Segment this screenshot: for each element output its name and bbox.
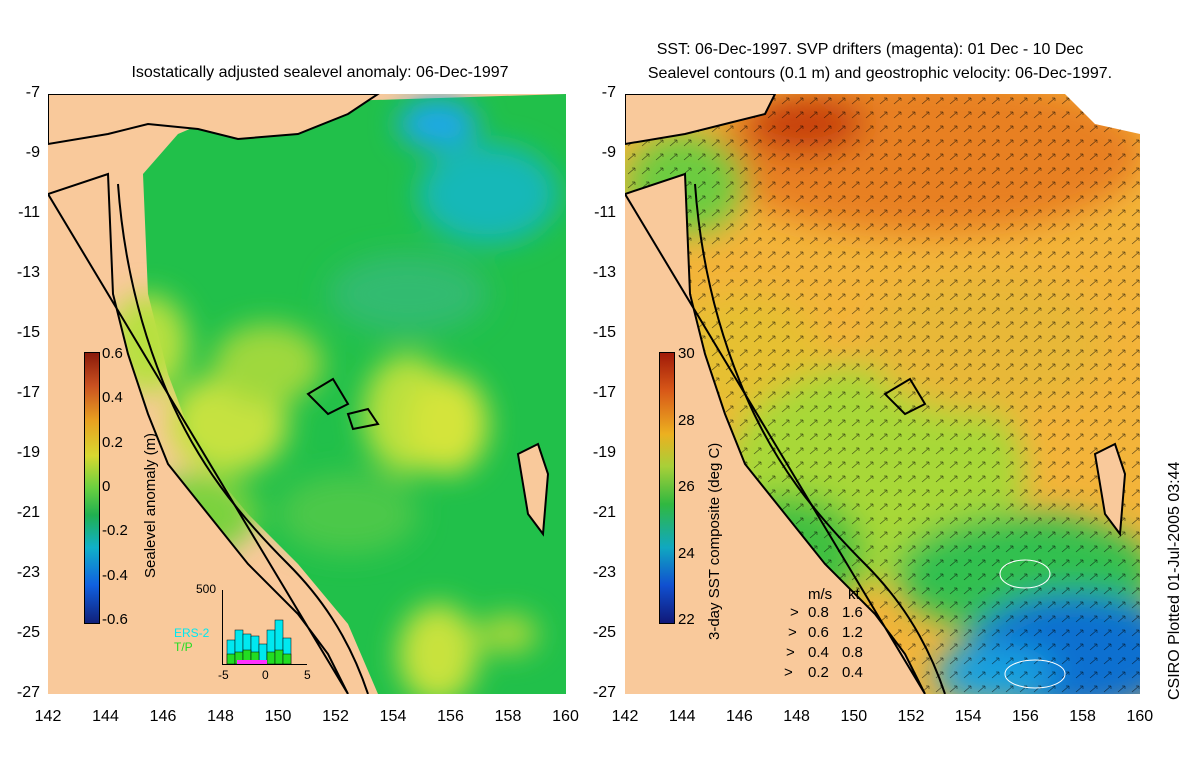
colorbar-tick-label: 0 [102, 478, 111, 495]
axis-tick-label: 160 [552, 708, 579, 725]
colorbar-tick-label: 28 [678, 411, 695, 429]
axis-tick-label: -15 [16, 324, 40, 341]
velocity-arrow-icon: > [786, 644, 795, 661]
axis-tick-label: 142 [34, 708, 62, 725]
colorbar-tick-label: -0.2 [102, 522, 128, 540]
histogram-xtick: 0 [262, 668, 269, 682]
colorbar-tick-label: 0.6 [102, 345, 123, 362]
velocity-legend-kt: 1.6 [842, 604, 863, 621]
axis-tick-label: 144 [92, 708, 119, 725]
sealevel-anomaly-map [48, 94, 566, 694]
axis-tick-label: 148 [783, 708, 810, 725]
axis-tick-label: 156 [437, 708, 464, 725]
axis-tick-label: -27 [16, 684, 40, 701]
axis-tick-label: 148 [207, 708, 234, 725]
axis-tick-label: 152 [897, 708, 925, 725]
velocity-legend-kt: 1.2 [842, 624, 863, 641]
axis-tick-label: -15 [592, 324, 616, 341]
velocity-legend-kt-header: kt [848, 586, 860, 603]
plot-credit: CSIRO Plotted 01-Jul-2005 03:44 [1166, 461, 1183, 700]
velocity-legend-kt: 0.8 [842, 644, 863, 661]
sealevel-anomaly-field [48, 94, 566, 694]
axis-tick-label: 158 [1069, 708, 1096, 725]
axis-tick-label: -9 [25, 144, 40, 161]
axis-tick-label: -19 [592, 444, 616, 461]
axis-tick-label: -17 [16, 384, 40, 401]
velocity-legend-ms: 0.2 [808, 664, 829, 681]
sst-colorbar [659, 352, 675, 624]
colorbar-tick-label: 30 [678, 345, 695, 362]
colorbar-tick-label: 26 [678, 478, 695, 495]
axis-tick-label: -17 [592, 384, 616, 401]
sealevel-colorbar [84, 352, 100, 624]
axis-tick-label: -21 [592, 504, 616, 521]
axis-tick-label: 152 [322, 708, 349, 725]
axis-tick-label: 146 [726, 708, 753, 725]
axis-tick-label: -7 [601, 84, 616, 101]
velocity-arrow-icon: > [788, 624, 797, 641]
axis-tick-label: -19 [16, 444, 40, 461]
velocity-legend-kt: 0.4 [842, 664, 863, 681]
axis-tick-label: -11 [18, 204, 40, 221]
sealevel-colorbar-label: Sealevel anomaly (m) [142, 432, 159, 578]
colorbar-tick-label: 24 [678, 544, 695, 562]
axis-tick-label: -7 [25, 84, 40, 101]
velocity-arrow-icon: > [784, 664, 793, 681]
track-histogram-bars [226, 619, 292, 665]
histogram-xtick: -5 [218, 668, 229, 682]
axis-tick-label: -25 [592, 624, 616, 641]
axis-tick-label: 160 [1126, 708, 1154, 725]
track-histogram [222, 590, 307, 665]
axis-tick-label: -13 [16, 264, 40, 281]
colorbar-tick-label: 0.4 [102, 389, 123, 407]
axis-tick-label: -9 [601, 144, 616, 161]
axis-tick-label: 150 [840, 708, 868, 725]
axis-tick-label: -11 [594, 204, 616, 221]
velocity-legend-ms: 0.8 [808, 604, 829, 621]
axis-tick-label: -23 [592, 564, 616, 581]
axis-tick-label: 150 [264, 708, 292, 725]
histogram-series-tp: T/P [174, 640, 193, 654]
axis-tick-label: -23 [16, 564, 40, 581]
sst-field [625, 94, 1140, 694]
left-map-title: Isostatically adjusted sealevel anomaly:… [131, 64, 509, 81]
axis-tick-label: 156 [1012, 708, 1039, 725]
histogram-series-ers2: ERS-2 [174, 626, 210, 640]
axis-tick-label: 142 [611, 708, 639, 725]
colorbar-tick-label: -0.6 [102, 611, 128, 628]
axis-tick-label: -25 [16, 624, 40, 641]
axis-tick-label: -13 [592, 264, 616, 281]
velocity-legend-ms: 0.4 [808, 644, 829, 661]
axis-tick-label: -21 [16, 504, 40, 521]
velocity-legend-ms: 0.6 [808, 624, 829, 641]
axis-tick-label: 158 [494, 708, 522, 725]
axis-tick-label: 146 [149, 708, 177, 725]
histogram-ymax-label: 500 [196, 582, 217, 596]
right-map-title-line2: Sealevel contours (0.1 m) and geostrophi… [647, 65, 1113, 82]
colorbar-tick-label: 0.2 [102, 433, 123, 451]
axis-tick-label: 154 [379, 708, 407, 725]
histogram-xtick: 5 [304, 668, 311, 682]
axis-tick-label: 154 [954, 708, 982, 725]
sst-map [625, 94, 1140, 694]
velocity-legend-ms-header: m/s [808, 586, 833, 603]
colorbar-tick-label: 22 [678, 611, 695, 628]
sst-colorbar-label: 3-day SST composite (deg C) [706, 442, 723, 640]
colorbar-tick-label: -0.4 [102, 566, 128, 584]
axis-tick-label: 144 [668, 708, 696, 725]
right-map-title-line1: SST: 06-Dec-1997. SVP drifters (magenta)… [656, 41, 1084, 58]
axis-tick-label: -27 [592, 684, 616, 701]
velocity-arrow-icon: > [790, 604, 799, 621]
